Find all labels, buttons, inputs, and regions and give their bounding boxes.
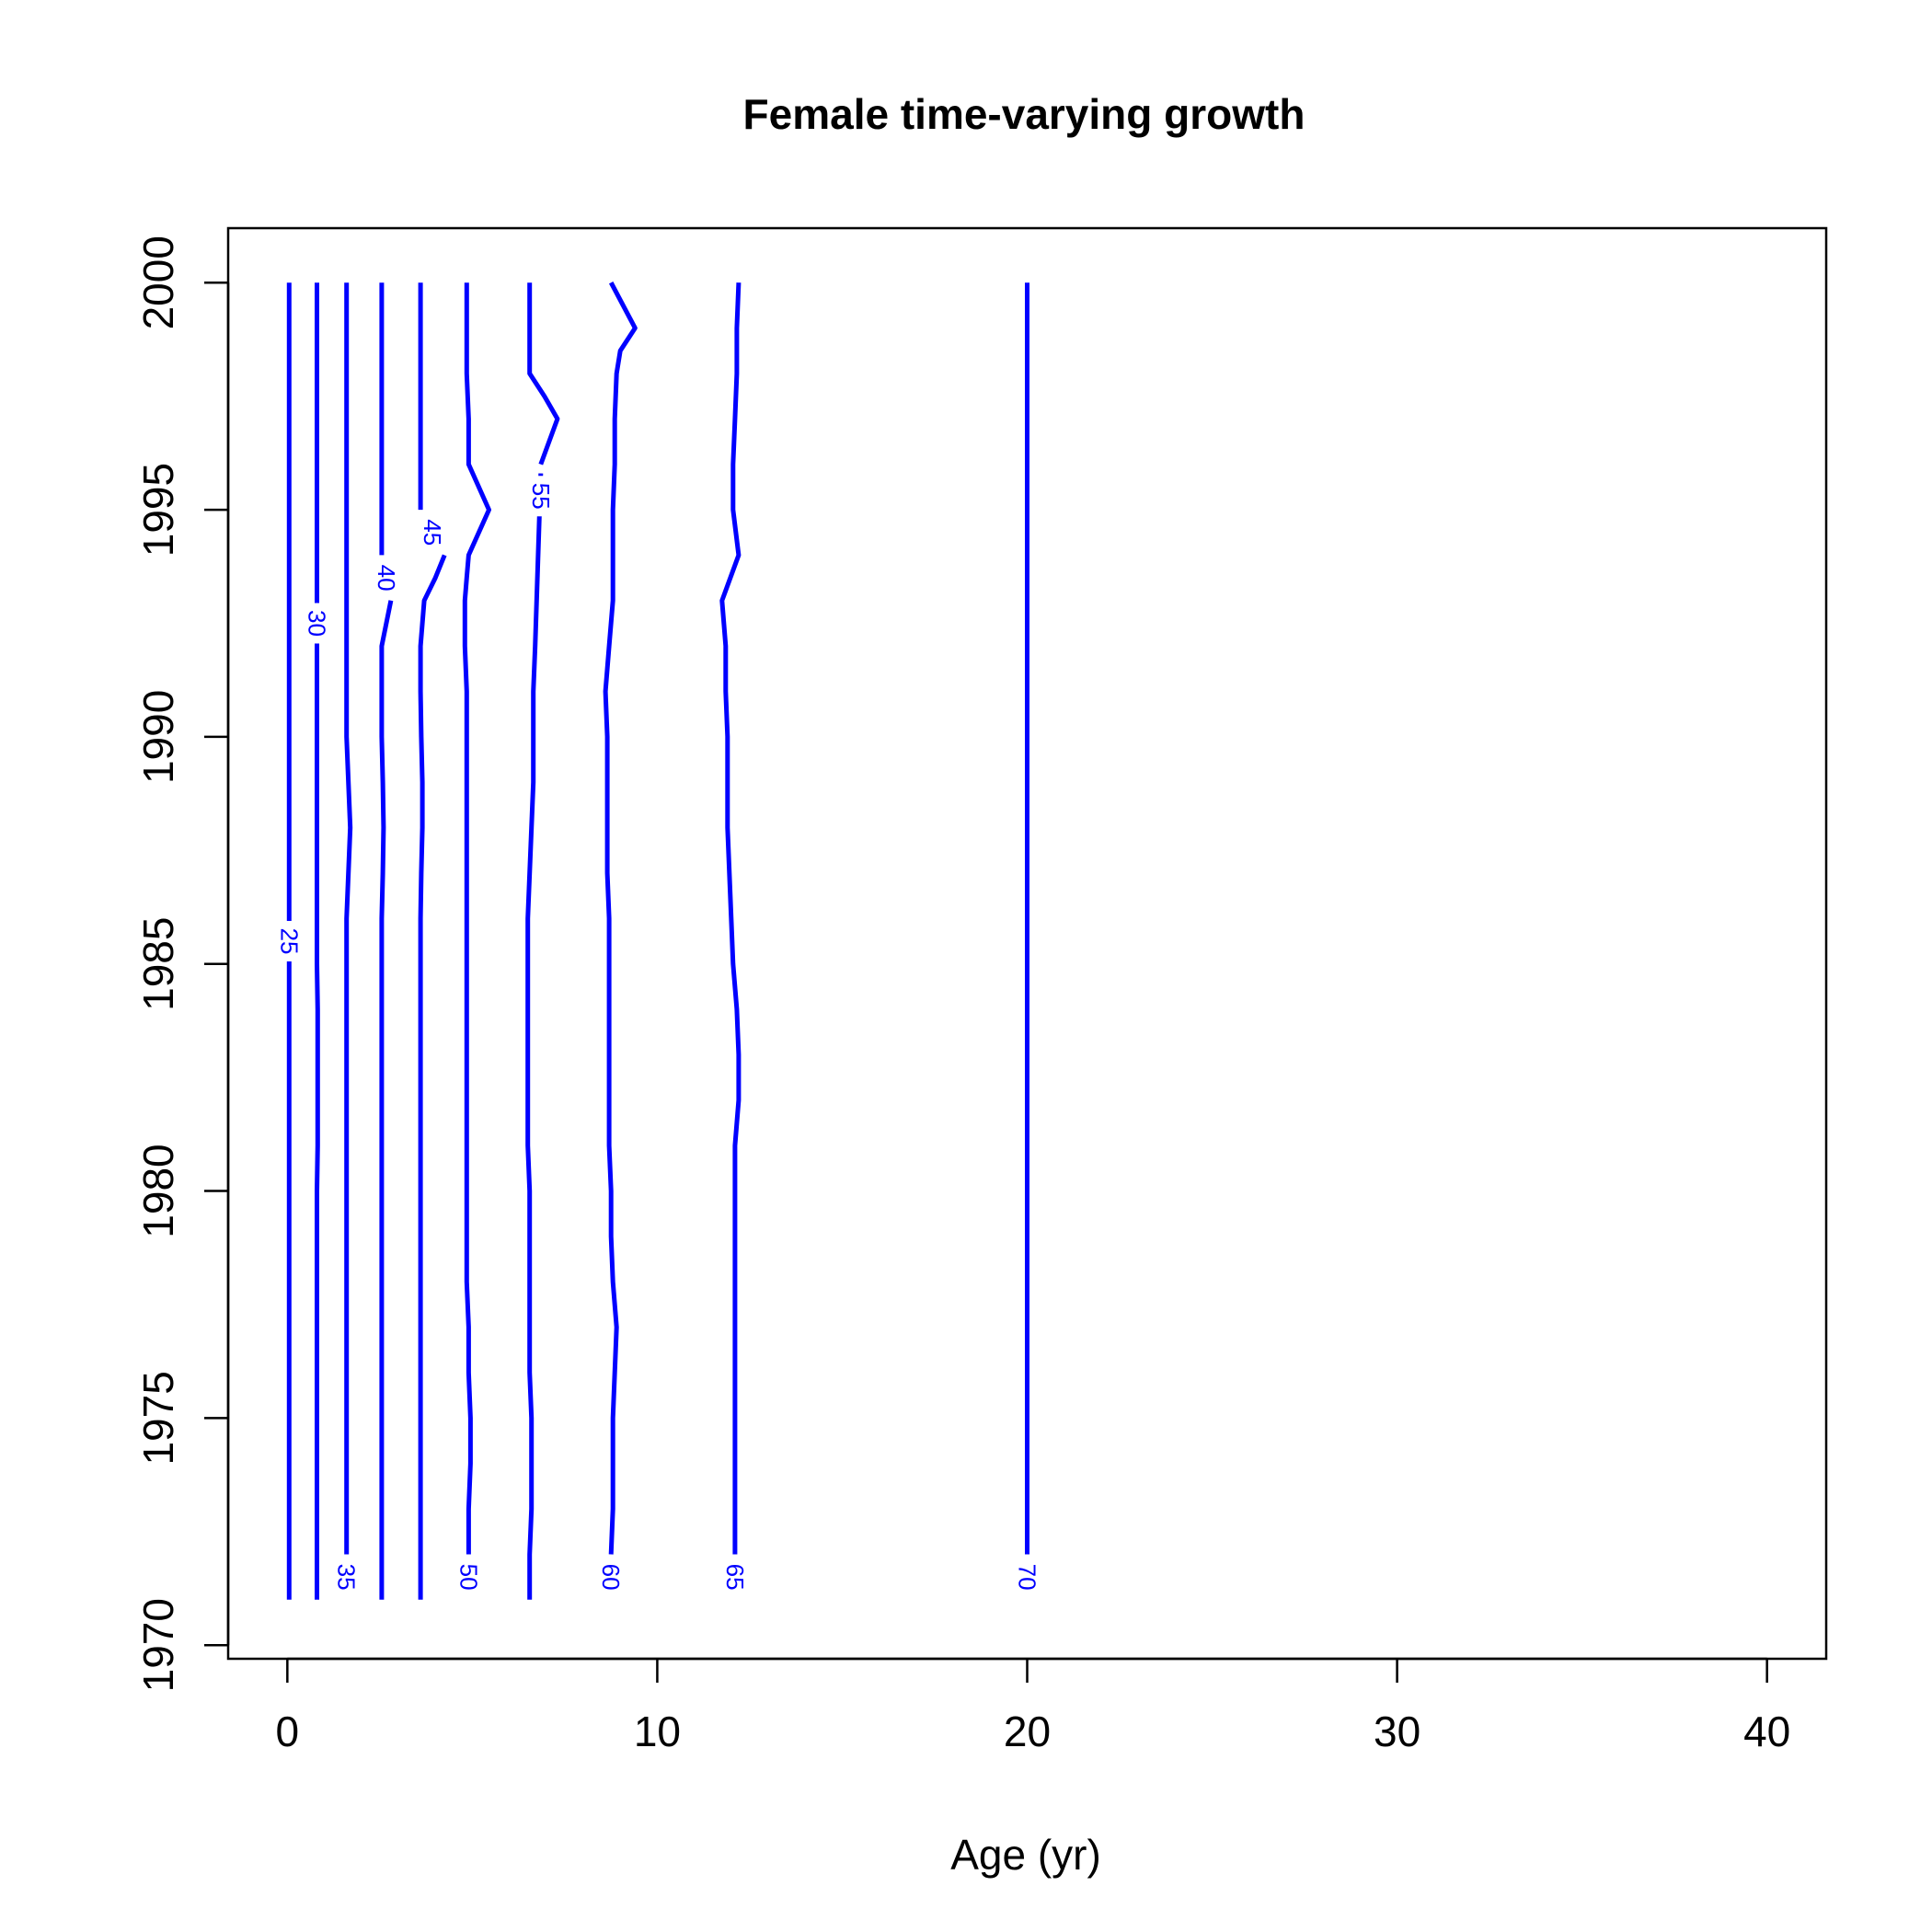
contour-label-40: 40 bbox=[373, 565, 400, 592]
y-tick-label: 2000 bbox=[134, 236, 182, 329]
x-axis: 0 10 20 30 40 bbox=[276, 1657, 1790, 1755]
contour-lines: 25 30 35 40 45 50 55 60 65 70 bbox=[275, 282, 1041, 1600]
y-tick-label: 1980 bbox=[134, 1144, 182, 1237]
contour-label-bg bbox=[598, 1557, 625, 1598]
contour-line-60 bbox=[603, 282, 638, 1555]
contour-label-45: 45 bbox=[419, 519, 446, 546]
contour-label-60: 60 bbox=[597, 1564, 625, 1591]
x-tick-label: 40 bbox=[1743, 1708, 1790, 1755]
x-tick-label: 10 bbox=[634, 1708, 681, 1755]
y-tick-label: 1995 bbox=[134, 463, 182, 557]
contour-label-bg bbox=[455, 1557, 482, 1598]
contour-label-35: 35 bbox=[333, 1564, 361, 1591]
chart-title: Female time-varying growth bbox=[743, 90, 1305, 138]
contour-label-bg bbox=[420, 512, 446, 553]
contour-label-50: 50 bbox=[454, 1564, 482, 1591]
contour-line-30 bbox=[315, 282, 320, 1600]
contour-label-bg bbox=[527, 476, 554, 517]
contour-label-65: 65 bbox=[721, 1564, 749, 1591]
contour-label-30: 30 bbox=[304, 610, 331, 637]
contour-label-70: 70 bbox=[1014, 1564, 1041, 1591]
contour-line-40 bbox=[379, 600, 394, 1600]
contour-label-bg bbox=[373, 558, 399, 599]
contour-label-bg bbox=[721, 1557, 748, 1598]
contour-line-55 bbox=[525, 473, 544, 1600]
y-axis: 1970 1975 1980 1985 1990 1995 2000 bbox=[134, 236, 230, 1692]
contour-label-bg bbox=[1014, 1557, 1041, 1598]
x-tick-label: 0 bbox=[276, 1708, 300, 1755]
x-axis-label: Age (yr) bbox=[950, 1831, 1101, 1879]
contour-label-55: 55 bbox=[527, 483, 555, 510]
y-tick-label: 1985 bbox=[134, 917, 182, 1011]
contour-label-bg bbox=[333, 1557, 360, 1598]
x-tick-label: 30 bbox=[1374, 1708, 1420, 1755]
contour-label-25: 25 bbox=[275, 928, 303, 955]
contour-line-45 bbox=[418, 554, 447, 1600]
contour-line-35 bbox=[344, 282, 353, 1555]
contour-label-bg bbox=[304, 603, 330, 644]
contour-line-65 bbox=[719, 282, 742, 1555]
y-tick-label: 1990 bbox=[134, 690, 182, 784]
contour-label-bg bbox=[276, 921, 303, 962]
x-tick-label: 20 bbox=[1004, 1708, 1051, 1755]
contour-line-50 bbox=[462, 282, 491, 1555]
y-tick-label: 1975 bbox=[134, 1371, 182, 1465]
y-tick-label: 1970 bbox=[134, 1598, 182, 1692]
contour-line-55-upper bbox=[527, 282, 560, 466]
